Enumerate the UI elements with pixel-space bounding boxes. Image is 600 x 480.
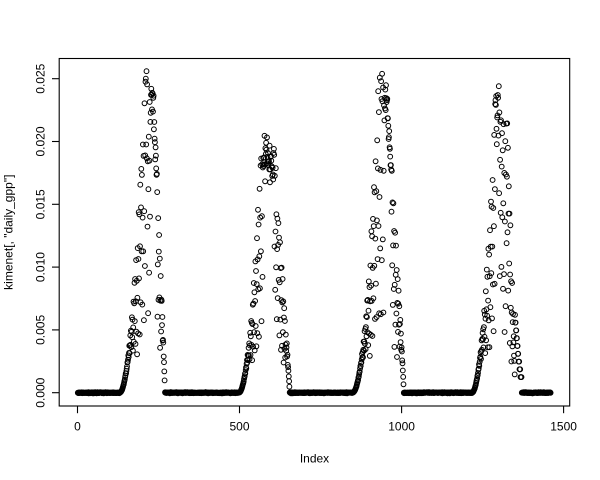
svg-text:0.005: 0.005: [34, 315, 48, 345]
svg-text:0: 0: [74, 420, 81, 434]
svg-text:0.015: 0.015: [34, 189, 48, 219]
svg-text:0.025: 0.025: [34, 63, 48, 93]
svg-text:1500: 1500: [550, 420, 577, 434]
svg-text:0.000: 0.000: [34, 377, 48, 407]
svg-text:0.010: 0.010: [34, 252, 48, 282]
svg-text:1000: 1000: [388, 420, 415, 434]
svg-text:kimenet[, "daily_gpp"]: kimenet[, "daily_gpp"]: [2, 175, 16, 290]
svg-text:0.020: 0.020: [34, 126, 48, 156]
svg-text:Index: Index: [300, 452, 329, 466]
svg-text:500: 500: [229, 420, 249, 434]
